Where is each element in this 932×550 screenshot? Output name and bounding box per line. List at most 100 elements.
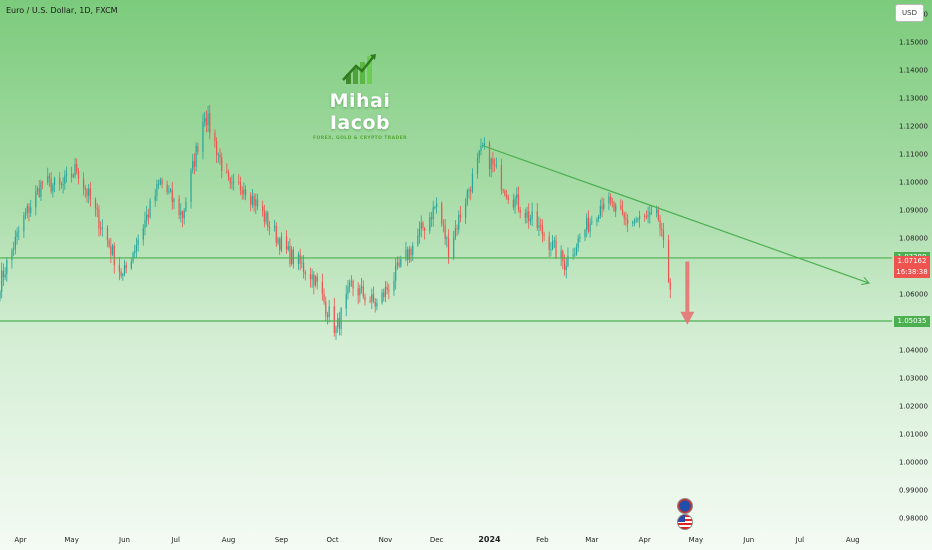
- candle-body: [197, 146, 199, 152]
- candle-body: [524, 213, 526, 218]
- candle-body: [338, 318, 341, 329]
- x-tick-label: Jun: [118, 536, 130, 544]
- currency-button[interactable]: USD: [895, 4, 924, 22]
- candle-body: [134, 250, 136, 253]
- candle-body: [528, 211, 530, 222]
- candle-body: [323, 293, 325, 302]
- candle-body: [483, 143, 485, 146]
- x-tick-label: May: [64, 536, 78, 544]
- candle-body: [625, 218, 627, 220]
- chart-growth-icon: [342, 54, 376, 84]
- candle-body: [603, 203, 605, 210]
- candle-body: [135, 245, 138, 251]
- candle-body: [458, 214, 460, 230]
- projection-arrow: [680, 261, 695, 325]
- candle-body: [273, 226, 276, 228]
- candle-body: [76, 164, 78, 172]
- candle-body: [11, 250, 13, 261]
- candle-body: [500, 165, 503, 190]
- candle-body: [275, 226, 277, 243]
- candle-body: [601, 205, 603, 210]
- time-axis[interactable]: Apr May Jun Jul Aug Sep Oct Nov Dec 2024 Feb Mar Apr…: [14, 535, 859, 544]
- candle-body: [304, 272, 306, 275]
- candle-body: [586, 217, 588, 230]
- candle-body: [38, 188, 40, 197]
- y-tick-label: 1.02000: [899, 403, 928, 411]
- candle-body: [657, 209, 659, 220]
- candle-body: [661, 228, 663, 231]
- candle-body: [209, 113, 211, 133]
- candle-body: [424, 228, 426, 231]
- candle-body: [125, 265, 127, 269]
- candle-body: [647, 215, 649, 217]
- candle-body: [529, 219, 532, 222]
- candle-body: [519, 210, 521, 214]
- candle-body: [302, 262, 305, 273]
- candle-body: [638, 215, 641, 219]
- candle-body: [192, 160, 194, 171]
- candle-body: [59, 177, 61, 184]
- y-tick-label: 1.14000: [899, 67, 928, 75]
- candle-body: [637, 218, 639, 221]
- price-axis[interactable]: 1.160001.150001.140001.130001.120001.110…: [899, 11, 928, 523]
- candle-body: [393, 280, 395, 292]
- candle-body: [429, 217, 431, 231]
- candle-body: [28, 206, 30, 214]
- candle-body: [441, 203, 443, 224]
- candle-body: [400, 259, 402, 267]
- candle-body: [217, 154, 219, 156]
- candle-body: [321, 281, 323, 294]
- candle-body: [347, 286, 349, 294]
- candle-body: [35, 191, 37, 208]
- level-lower-price: 1.05035: [897, 316, 927, 325]
- candle-body: [495, 165, 497, 166]
- y-tick-label: 1.04000: [899, 347, 928, 355]
- candle-body: [383, 292, 385, 298]
- us-flag-icon[interactable]: [677, 514, 693, 530]
- candle-body: [562, 250, 564, 261]
- candle-body: [1, 270, 3, 292]
- candle-body: [238, 181, 240, 183]
- trendline[interactable]: [482, 145, 868, 283]
- candle-body: [565, 265, 567, 271]
- candle-body: [575, 247, 578, 255]
- candle-body: [159, 179, 161, 184]
- candle-body: [490, 158, 492, 170]
- candle-body: [36, 188, 39, 192]
- candle-body: [374, 301, 376, 307]
- x-tick-label: Jun: [742, 536, 754, 544]
- candle-body: [88, 188, 90, 196]
- candle-body: [656, 209, 658, 213]
- candle-body: [277, 238, 279, 243]
- x-tick-label: Apr: [639, 536, 651, 544]
- candle-body: [507, 197, 509, 200]
- candle-body: [96, 208, 98, 210]
- candle-body: [541, 225, 543, 235]
- candle-body: [251, 196, 254, 205]
- candle-body: [667, 240, 670, 282]
- candle-body: [4, 274, 6, 278]
- descending-trendline[interactable]: [482, 145, 868, 283]
- candle-body: [430, 217, 433, 220]
- candle-body: [18, 231, 20, 233]
- eu-flag-icon[interactable]: [677, 498, 693, 514]
- candle-body: [82, 178, 85, 188]
- candle-body: [149, 200, 151, 218]
- symbol-title[interactable]: Euro / U.S. Dollar, 1D, FXCM: [6, 6, 118, 15]
- candle-body: [621, 209, 624, 214]
- candle-body: [609, 196, 612, 202]
- candle-body: [436, 203, 438, 207]
- candle-body: [214, 132, 216, 141]
- y-tick-label: 1.13000: [899, 95, 928, 103]
- candle-body: [434, 206, 436, 208]
- candle-body: [161, 179, 163, 185]
- candle-body: [243, 189, 245, 195]
- candle-body: [396, 262, 399, 266]
- candle-body: [299, 254, 301, 264]
- candle-body: [72, 175, 74, 177]
- candle-body: [335, 326, 337, 334]
- candle-body: [142, 228, 144, 240]
- candle-body: [446, 238, 448, 240]
